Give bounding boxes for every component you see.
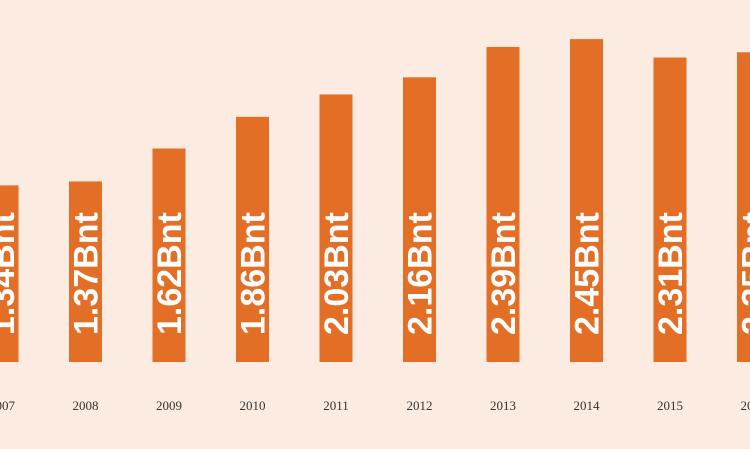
bar [486, 46, 520, 363]
x-tick-label: 2016 [741, 398, 750, 413]
bar [152, 148, 186, 362]
x-tick-label: 2009 [156, 398, 182, 413]
value-label: 1.37Bnt [68, 212, 106, 335]
value-label: 2.16Bnt [402, 212, 440, 335]
bar [0, 185, 19, 362]
value-label: 2.03Bnt [318, 212, 356, 335]
value-label: 1.34Bnt [0, 212, 22, 335]
x-tick-label: 2014 [574, 398, 601, 413]
x-tick-label: 2012 [407, 398, 433, 413]
bar [570, 39, 603, 363]
x-tick-label: 2015 [657, 398, 683, 413]
value-label: 1.86Bnt [235, 212, 273, 335]
x-tick-label: 2007 [0, 398, 16, 413]
bar [319, 94, 353, 363]
value-label: 1.62Bnt [151, 212, 189, 335]
bar [403, 77, 436, 362]
x-tick-label: 2010 [240, 398, 266, 413]
bar [69, 181, 102, 362]
bar [236, 116, 269, 363]
x-tick-label: 2008 [73, 398, 99, 413]
value-label: 2.39Bnt [485, 212, 523, 335]
value-label: 2.45Bnt [569, 212, 607, 335]
value-label: 2.31Bnt [652, 212, 690, 335]
x-tick-label: 2013 [490, 398, 516, 413]
value-label: 2.35Bnt [736, 212, 750, 335]
x-tick-label: 2011 [323, 398, 349, 413]
bar [737, 52, 750, 363]
bar [653, 57, 687, 363]
